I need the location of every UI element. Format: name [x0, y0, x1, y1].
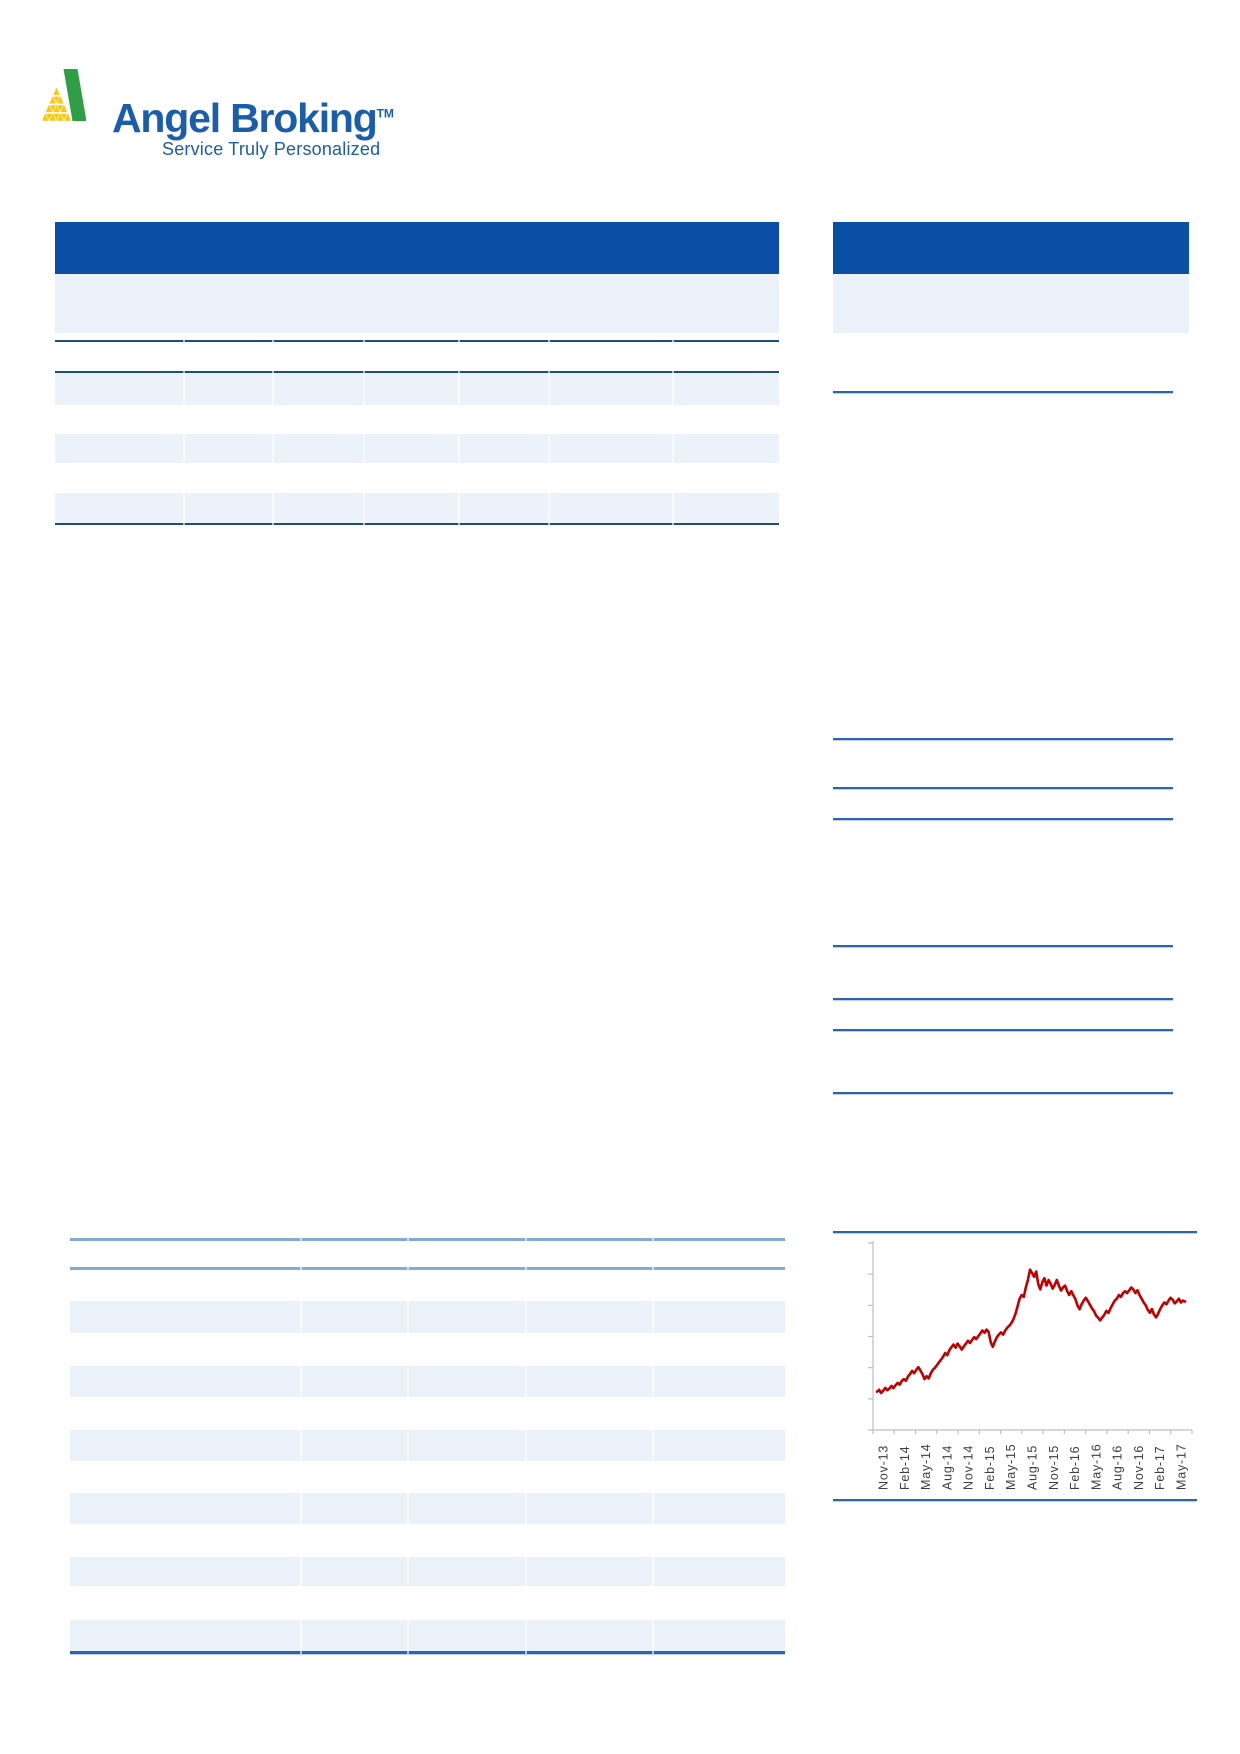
right-info-rule-8 [833, 1092, 1173, 1094]
chart-x-tick-label: May-14 [919, 1444, 933, 1490]
right-header-bar [833, 222, 1189, 274]
right-info-rule-6 [833, 998, 1173, 1000]
chart-x-tick-label: Aug-16 [1111, 1445, 1125, 1490]
top-table-bottom-rule [55, 523, 779, 525]
chart-x-tick-label: Feb-14 [898, 1446, 912, 1490]
right-subheader-band [833, 274, 1189, 333]
brand-tagline: Service Truly Personalized [162, 139, 381, 159]
angel-broking-logo: Angel BrokingTM Service Truly Personaliz… [40, 66, 394, 158]
chart-x-tick-label: Feb-17 [1153, 1446, 1167, 1490]
chart-x-tick-label: May-16 [1089, 1444, 1103, 1490]
chart-x-tick-label: Aug-14 [940, 1445, 954, 1490]
logo-ribbon [63, 69, 86, 121]
bottom-table-rule-1 [70, 1238, 785, 1241]
logo-mark-icon [42, 69, 86, 121]
top-table-row-shaded [55, 373, 779, 405]
bottom-table-column-divider [300, 1237, 302, 1654]
bottom-table-column-divider [407, 1237, 409, 1654]
bottom-table-rule-2 [70, 1267, 785, 1270]
right-info-rule-1 [833, 391, 1173, 393]
bottom-table-row-shaded [70, 1557, 785, 1586]
brand-text: Angel Broking [112, 95, 378, 141]
left-subheader-band [55, 274, 779, 333]
chart-top-rule [833, 1231, 1197, 1233]
top-table-column-divider [548, 340, 550, 525]
bottom-table-row-shaded [70, 1301, 785, 1333]
bottom-table-row-shaded [70, 1366, 785, 1397]
chart-x-tick-label: Nov-15 [1047, 1445, 1061, 1490]
bottom-table-row-shaded [70, 1430, 785, 1461]
right-info-rule-4 [833, 818, 1173, 820]
price-chart: Nov-13 Feb-14 May-14 Aug-14 Nov-14 Feb-15 May-… [868, 1241, 1193, 1490]
chart-x-tick-label: Feb-15 [983, 1446, 997, 1490]
chart-x-tick-label: Aug-15 [1026, 1445, 1040, 1490]
trademark-mark: TM [376, 106, 394, 121]
chart-x-tick-label: May-17 [1174, 1444, 1188, 1490]
top-table-column-divider [183, 340, 185, 525]
top-table-column-divider [458, 340, 460, 525]
chart-x-tick-label: Nov-13 [877, 1445, 891, 1490]
chart-x-tick-label: Nov-16 [1132, 1445, 1146, 1490]
chart-x-tick-label: May-15 [1004, 1444, 1018, 1490]
chart-x-tick-label: Feb-16 [1068, 1446, 1082, 1490]
top-table-column-divider [672, 340, 674, 525]
chart-bottom-rule [833, 1499, 1197, 1501]
bottom-table-column-divider [525, 1237, 527, 1654]
right-info-rule-7 [833, 1029, 1173, 1031]
right-info-rule-3 [833, 787, 1173, 789]
chart-price-line [875, 1268, 1187, 1395]
top-table-rule-1 [55, 340, 779, 342]
bottom-table-column-divider [652, 1237, 654, 1654]
top-table-column-divider [272, 340, 274, 525]
right-info-rule-2 [833, 738, 1173, 740]
brand-name: Angel BrokingTM [112, 98, 394, 139]
top-table-column-divider [363, 340, 365, 525]
bottom-table-row-shaded [70, 1620, 785, 1651]
left-header-bar [55, 222, 779, 274]
chart-x-tick-label: Nov-14 [962, 1445, 976, 1490]
right-info-rule-5 [833, 945, 1173, 947]
bottom-table-bottom-rule [70, 1651, 785, 1654]
top-table-row-shaded [55, 434, 779, 463]
top-table-row-shaded [55, 493, 779, 523]
bottom-table-row-shaded [70, 1493, 785, 1524]
top-table-rule-2 [55, 371, 779, 373]
